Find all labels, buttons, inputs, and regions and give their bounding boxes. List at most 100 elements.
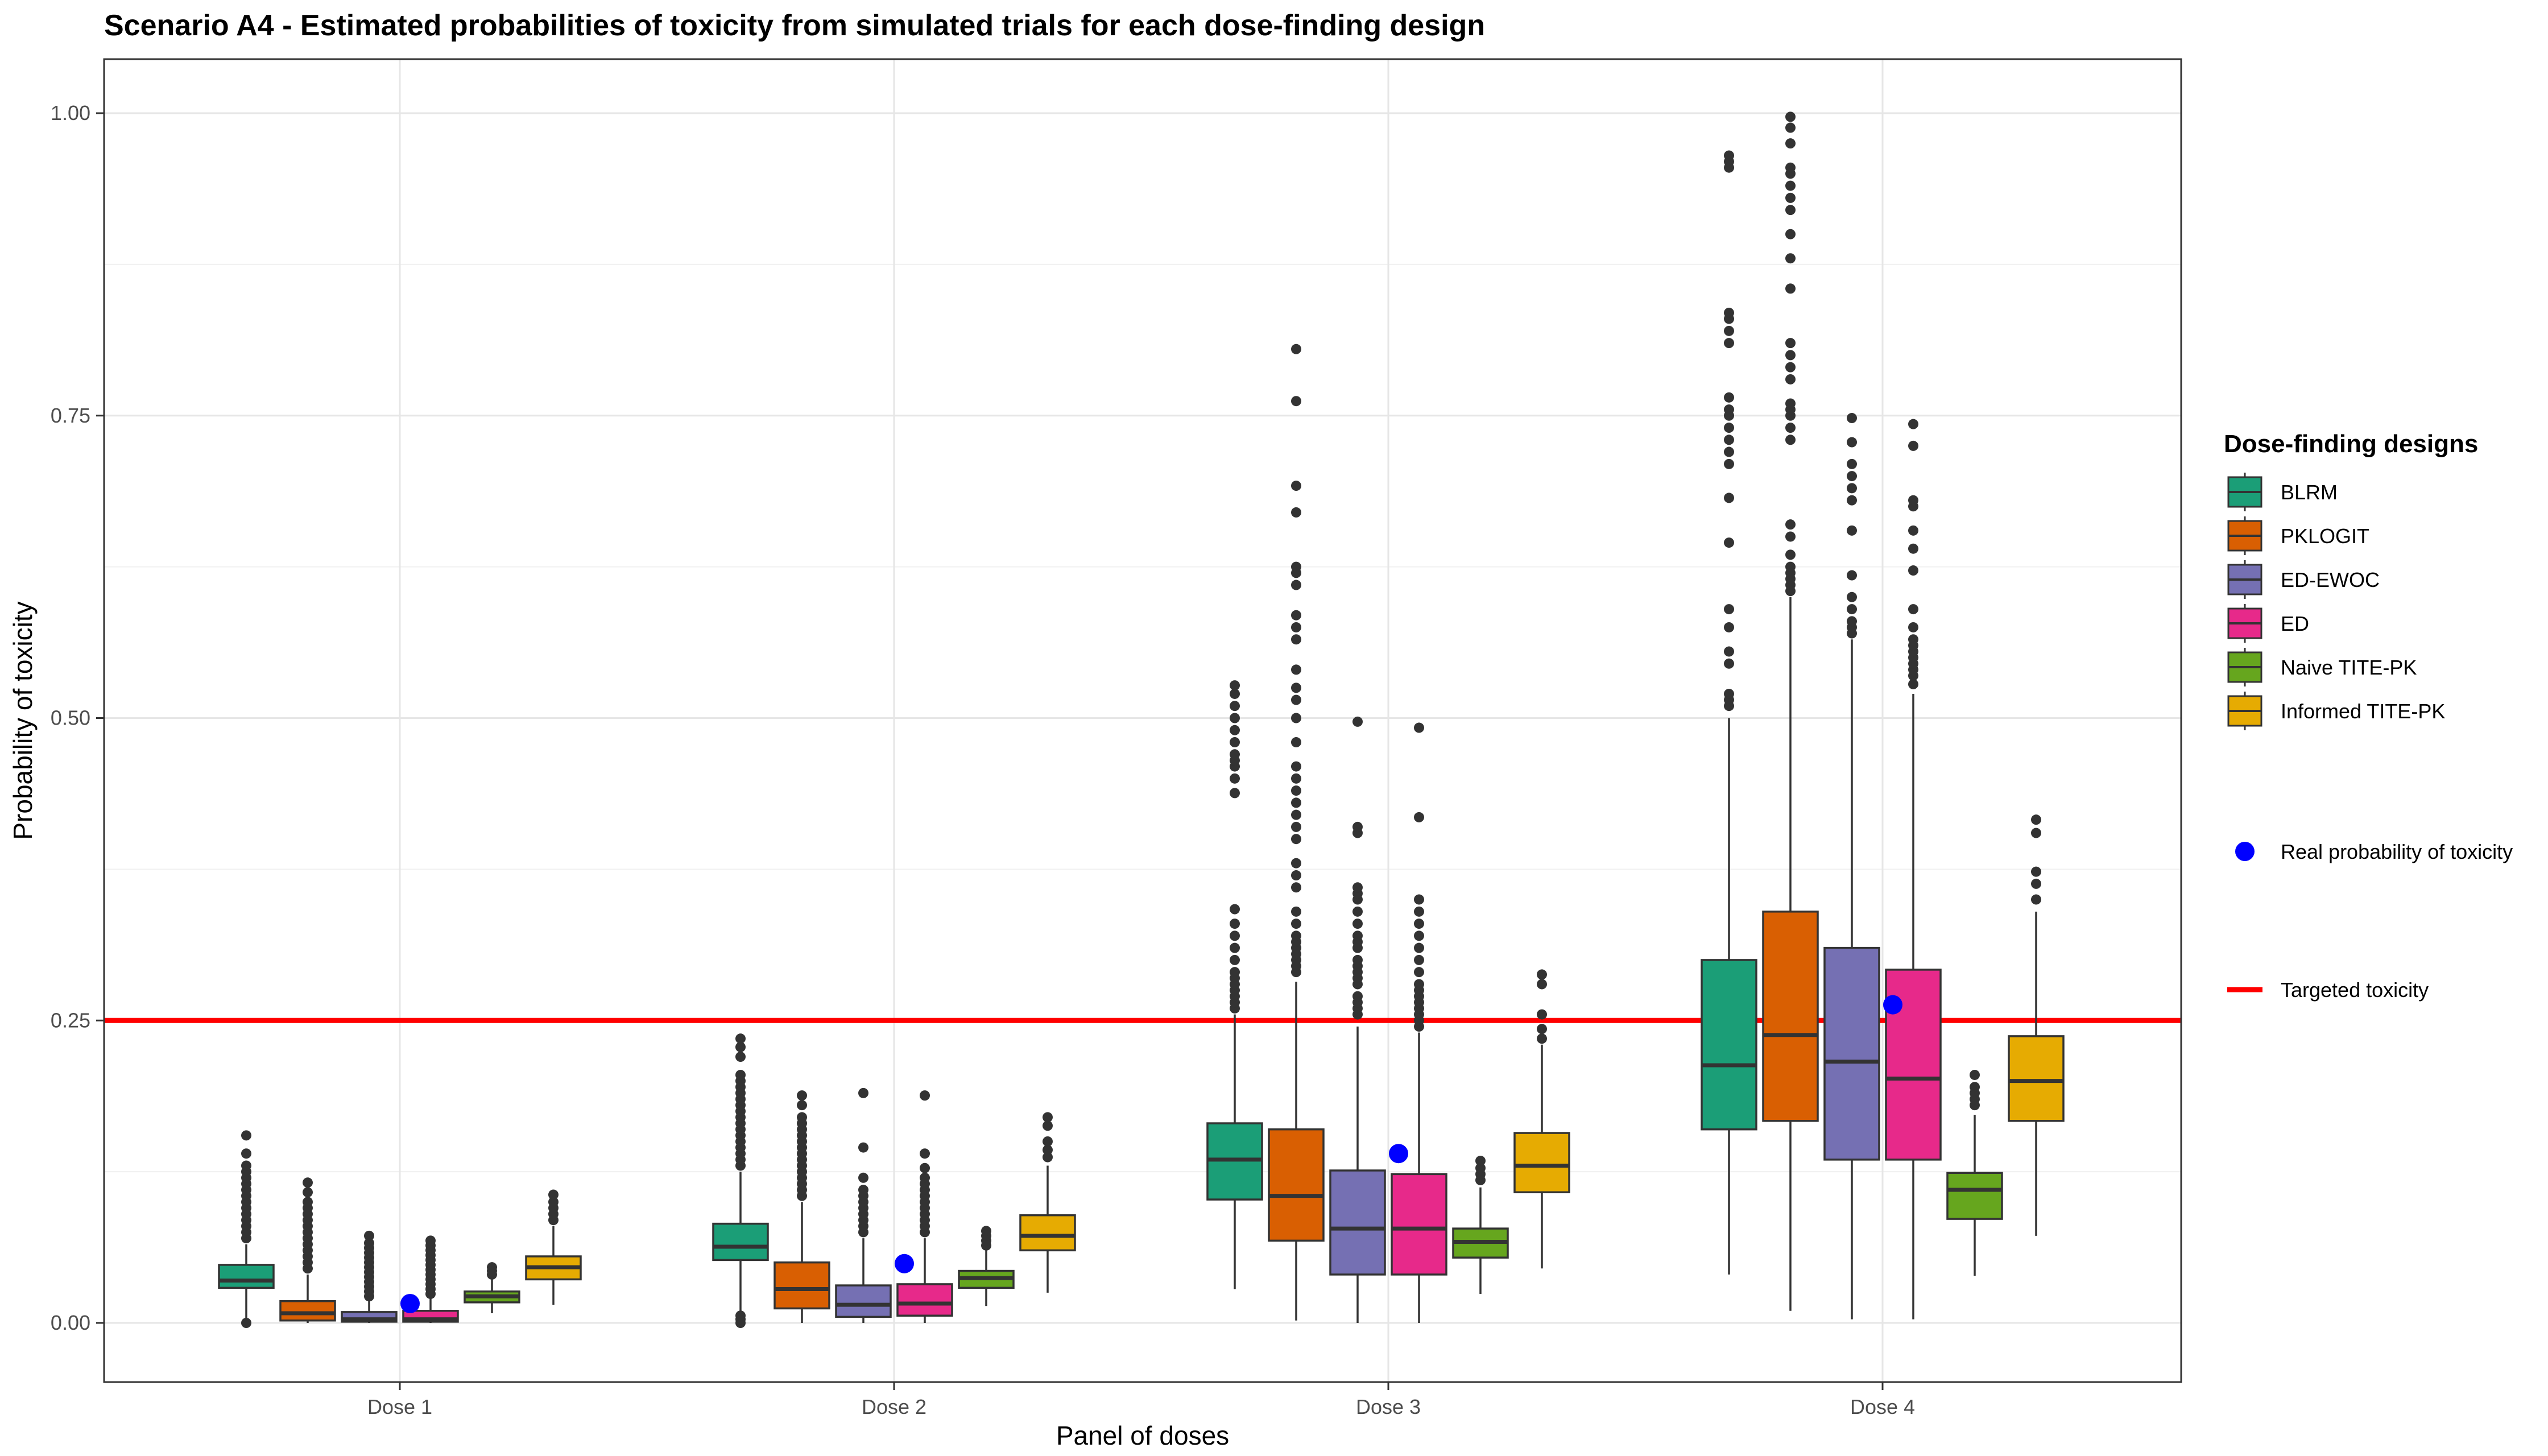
outlier-point bbox=[735, 1069, 746, 1080]
outlier-point bbox=[1537, 979, 1547, 990]
outlier-point bbox=[1785, 519, 1796, 530]
outlier-point bbox=[1724, 307, 1734, 318]
outlier-point bbox=[1230, 713, 1240, 723]
outlier-point bbox=[1785, 192, 1796, 203]
legend-label: PKLOGIT bbox=[2281, 524, 2369, 548]
outlier-point bbox=[1230, 701, 1240, 712]
legend-label: Informed TITE-PK bbox=[2281, 700, 2445, 723]
outlier-point bbox=[425, 1235, 436, 1246]
outlier-point bbox=[1230, 904, 1240, 915]
outlier-point bbox=[1230, 737, 1240, 748]
outlier-point bbox=[1847, 592, 1857, 602]
y-tick-label: 0.50 bbox=[51, 706, 90, 730]
y-tick-label: 1.00 bbox=[51, 101, 90, 125]
outlier-point bbox=[1724, 150, 1734, 161]
outlier-point bbox=[1785, 374, 1796, 384]
outlier-point bbox=[1414, 919, 1424, 929]
outlier-point bbox=[1970, 1069, 1980, 1080]
outlier-point bbox=[1847, 437, 1857, 448]
outlier-point bbox=[2031, 866, 2041, 877]
outlier-point bbox=[1908, 604, 1918, 615]
outlier-point bbox=[241, 1160, 251, 1171]
outlier-point bbox=[1291, 821, 1301, 832]
outlier-point bbox=[1908, 525, 1918, 536]
outlier-point bbox=[1785, 180, 1796, 191]
series-informed-tite-pk bbox=[525, 814, 2065, 1305]
outlier-point bbox=[1724, 658, 1734, 669]
chart-title: Scenario A4 - Estimated probabilities of… bbox=[104, 9, 1485, 42]
legend-key-point bbox=[2235, 842, 2255, 861]
outlier-point bbox=[1352, 882, 1363, 893]
series-ed-ewoc bbox=[341, 413, 1880, 1323]
outlier-point bbox=[1043, 1152, 1053, 1163]
outlier-point bbox=[1785, 350, 1796, 361]
real-probability-point bbox=[1883, 995, 1902, 1015]
outlier-point bbox=[1724, 604, 1734, 615]
legend-item: ED bbox=[2227, 604, 2309, 643]
outlier-point bbox=[1908, 679, 1918, 689]
outlier-point bbox=[487, 1262, 497, 1273]
legend-item: Naive TITE-PK bbox=[2227, 648, 2417, 686]
outlier-point bbox=[303, 1197, 313, 1207]
outlier-point bbox=[1970, 1082, 1980, 1093]
outlier-point bbox=[548, 1189, 559, 1200]
outlier-point bbox=[1043, 1136, 1053, 1147]
outlier-point bbox=[364, 1230, 374, 1241]
box bbox=[896, 1283, 953, 1317]
legend-label: BLRM bbox=[2281, 481, 2338, 504]
outlier-point bbox=[1724, 404, 1734, 415]
box bbox=[774, 1261, 830, 1310]
outlier-point bbox=[1724, 493, 1734, 503]
outlier-point bbox=[1785, 229, 1796, 239]
outlier-point bbox=[1785, 283, 1796, 294]
outlier-point bbox=[797, 1100, 807, 1111]
outlier-point bbox=[1291, 797, 1301, 808]
outlier-point bbox=[1414, 906, 1424, 917]
outlier-point bbox=[241, 1148, 251, 1159]
outlier-point bbox=[858, 1185, 868, 1196]
box bbox=[712, 1222, 769, 1261]
x-tick-label: Dose 1 bbox=[367, 1395, 432, 1418]
outlier-point bbox=[858, 1087, 868, 1098]
y-tick-label: 0.00 bbox=[51, 1311, 90, 1334]
box bbox=[1329, 1169, 1386, 1276]
outlier-point bbox=[1785, 253, 1796, 264]
outlier-point bbox=[1847, 458, 1857, 469]
outlier-point bbox=[1352, 906, 1363, 917]
outlier-point bbox=[1847, 616, 1857, 627]
outlier-point bbox=[1537, 1009, 1547, 1020]
outlier-point bbox=[1724, 423, 1734, 433]
outlier-point bbox=[1291, 773, 1301, 784]
outlier-point bbox=[1785, 398, 1796, 409]
box bbox=[1268, 1128, 1325, 1242]
outlier-point bbox=[1291, 507, 1301, 518]
outlier-point bbox=[2031, 878, 2041, 889]
outlier-point bbox=[2031, 894, 2041, 905]
outlier-point bbox=[1724, 622, 1734, 632]
outlier-point bbox=[1908, 543, 1918, 554]
outlier-point bbox=[1291, 664, 1301, 675]
outlier-point bbox=[1230, 725, 1240, 735]
outlier-point bbox=[1291, 610, 1301, 621]
outlier-point bbox=[1785, 531, 1796, 542]
outlier-point bbox=[241, 1130, 251, 1141]
y-axis-title: Probability of toxicity bbox=[8, 601, 38, 839]
outlier-point bbox=[1291, 785, 1301, 796]
outlier-point bbox=[1847, 570, 1857, 581]
outlier-point bbox=[1475, 1163, 1486, 1173]
series-ed bbox=[402, 419, 1942, 1323]
outlier-point bbox=[1291, 713, 1301, 723]
series-naive-tite-pk bbox=[464, 1069, 2003, 1313]
outlier-point bbox=[1414, 979, 1424, 990]
outlier-point bbox=[1291, 561, 1301, 572]
real-probability-point bbox=[1389, 1144, 1408, 1164]
outlier-point bbox=[1847, 495, 1857, 506]
outlier-point bbox=[1908, 419, 1918, 429]
outlier-point bbox=[2031, 814, 2041, 825]
legend-item-target: Targeted toxicity bbox=[2227, 978, 2429, 1002]
outlier-point bbox=[1291, 882, 1301, 893]
outlier-point bbox=[1785, 205, 1796, 216]
legend-label: Real probability of toxicity bbox=[2281, 840, 2513, 863]
outlier-point bbox=[1352, 716, 1363, 727]
box bbox=[1391, 1173, 1447, 1276]
